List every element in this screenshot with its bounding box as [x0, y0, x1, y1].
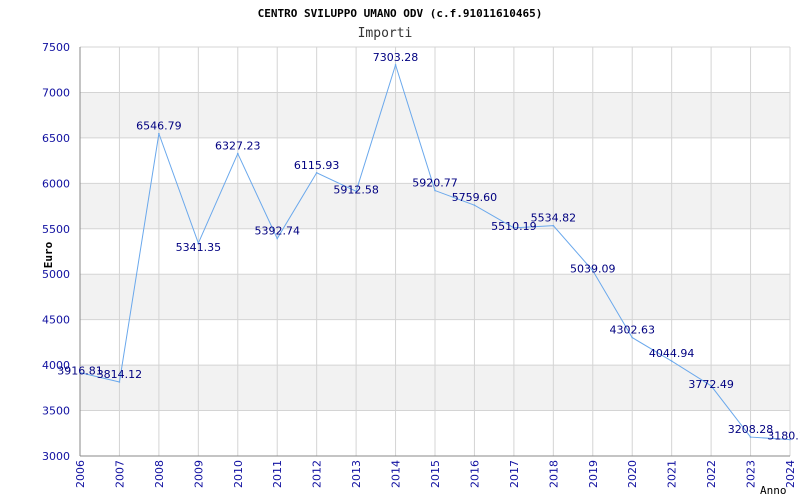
x-tick-label: 2020: [626, 460, 639, 488]
chart-title: CENTRO SVILUPPO UMANO ODV (c.f.910116104…: [258, 7, 543, 20]
x-tick-label: 2008: [153, 460, 166, 488]
x-tick-label: 2019: [587, 460, 600, 488]
data-point: [710, 384, 712, 387]
data-point: [789, 438, 791, 441]
x-tick-label: 2021: [666, 460, 679, 488]
y-tick-label: 6000: [42, 177, 70, 190]
x-tick-label: 2018: [547, 460, 560, 488]
y-tick-label: 4500: [42, 314, 70, 327]
data-label: 3814.12: [97, 368, 143, 381]
data-label: 4302.63: [609, 324, 655, 337]
data-point: [276, 237, 279, 240]
data-label: 3916.81: [57, 365, 103, 378]
series-line: [79, 63, 791, 441]
x-tick-label: 2023: [745, 460, 758, 488]
data-point: [473, 204, 476, 206]
x-tick-label: 2015: [429, 460, 442, 488]
x-axis-label: Anno: [760, 484, 787, 497]
data-label: 5920.77: [412, 177, 458, 190]
y-tick-label: 4000: [42, 359, 70, 372]
data-point: [118, 381, 121, 383]
x-tick-label: 2007: [113, 460, 126, 488]
x-tick-label: 2011: [271, 460, 284, 488]
data-point: [315, 171, 318, 174]
data-label: 5392.74: [254, 225, 300, 238]
axes: [79, 47, 790, 457]
data-label: 7303.28: [373, 51, 419, 64]
x-tick-label: 2012: [311, 460, 324, 488]
data-label: 5341.35: [176, 241, 222, 254]
data-label: 5912.58: [333, 183, 379, 196]
y-tick-label: 3500: [42, 405, 70, 418]
data-point: [749, 436, 752, 438]
x-tick-label: 2014: [390, 460, 403, 488]
data-point: [236, 152, 239, 155]
data-label: 5759.60: [452, 191, 498, 204]
data-point: [434, 189, 436, 192]
y-tick-label: 7500: [42, 41, 70, 54]
y-tick-label: 6500: [42, 132, 70, 145]
data-label: 3208.28: [728, 423, 774, 436]
x-tick-label: 2009: [192, 460, 205, 488]
y-axis-label: Euro: [42, 241, 55, 268]
x-tick-label: 2024: [784, 460, 797, 488]
data-label: 5534.82: [531, 212, 577, 225]
data-label: 3180.15: [767, 430, 800, 443]
data-point: [552, 224, 555, 227]
x-tick-labels: 2006 2007 2008 2009 2010 2011 2012 2013 2014 2015…: [74, 460, 797, 488]
data-point: [197, 242, 200, 244]
x-tick-label: 2010: [232, 460, 245, 488]
data-point: [513, 227, 515, 229]
y-tick-labels: 3000 3500 4000 4500 5000 5500 6000 6500 7000 7500: [42, 41, 70, 463]
data-point: [79, 371, 81, 374]
data-label: 6327.23: [215, 140, 261, 153]
y-tick-label: 5000: [42, 268, 70, 281]
data-label: 5510.19: [491, 220, 537, 233]
data-label: 4044.94: [649, 347, 695, 360]
data-label: 3772.49: [688, 378, 734, 391]
x-tick-label: 2013: [350, 460, 363, 488]
x-tick-label: 2022: [705, 460, 718, 488]
data-label: 5039.09: [570, 263, 616, 276]
data-point: [670, 360, 673, 362]
data-label: 6546.79: [136, 120, 182, 133]
data-label: 6115.93: [294, 159, 340, 172]
data-point: [355, 190, 357, 193]
y-tick-label: 5500: [42, 223, 70, 236]
data-point: [591, 269, 594, 272]
y-tick-label: 3000: [42, 450, 70, 463]
data-point: [394, 64, 397, 66]
chart-subtitle: Importi: [358, 26, 413, 41]
data-point: [631, 336, 634, 339]
x-tick-label: 2017: [508, 460, 521, 488]
x-tick-label: 2006: [74, 460, 87, 488]
x-tick-label: 2016: [468, 460, 481, 488]
y-tick-label: 7000: [42, 86, 70, 99]
data-point: [158, 132, 160, 135]
